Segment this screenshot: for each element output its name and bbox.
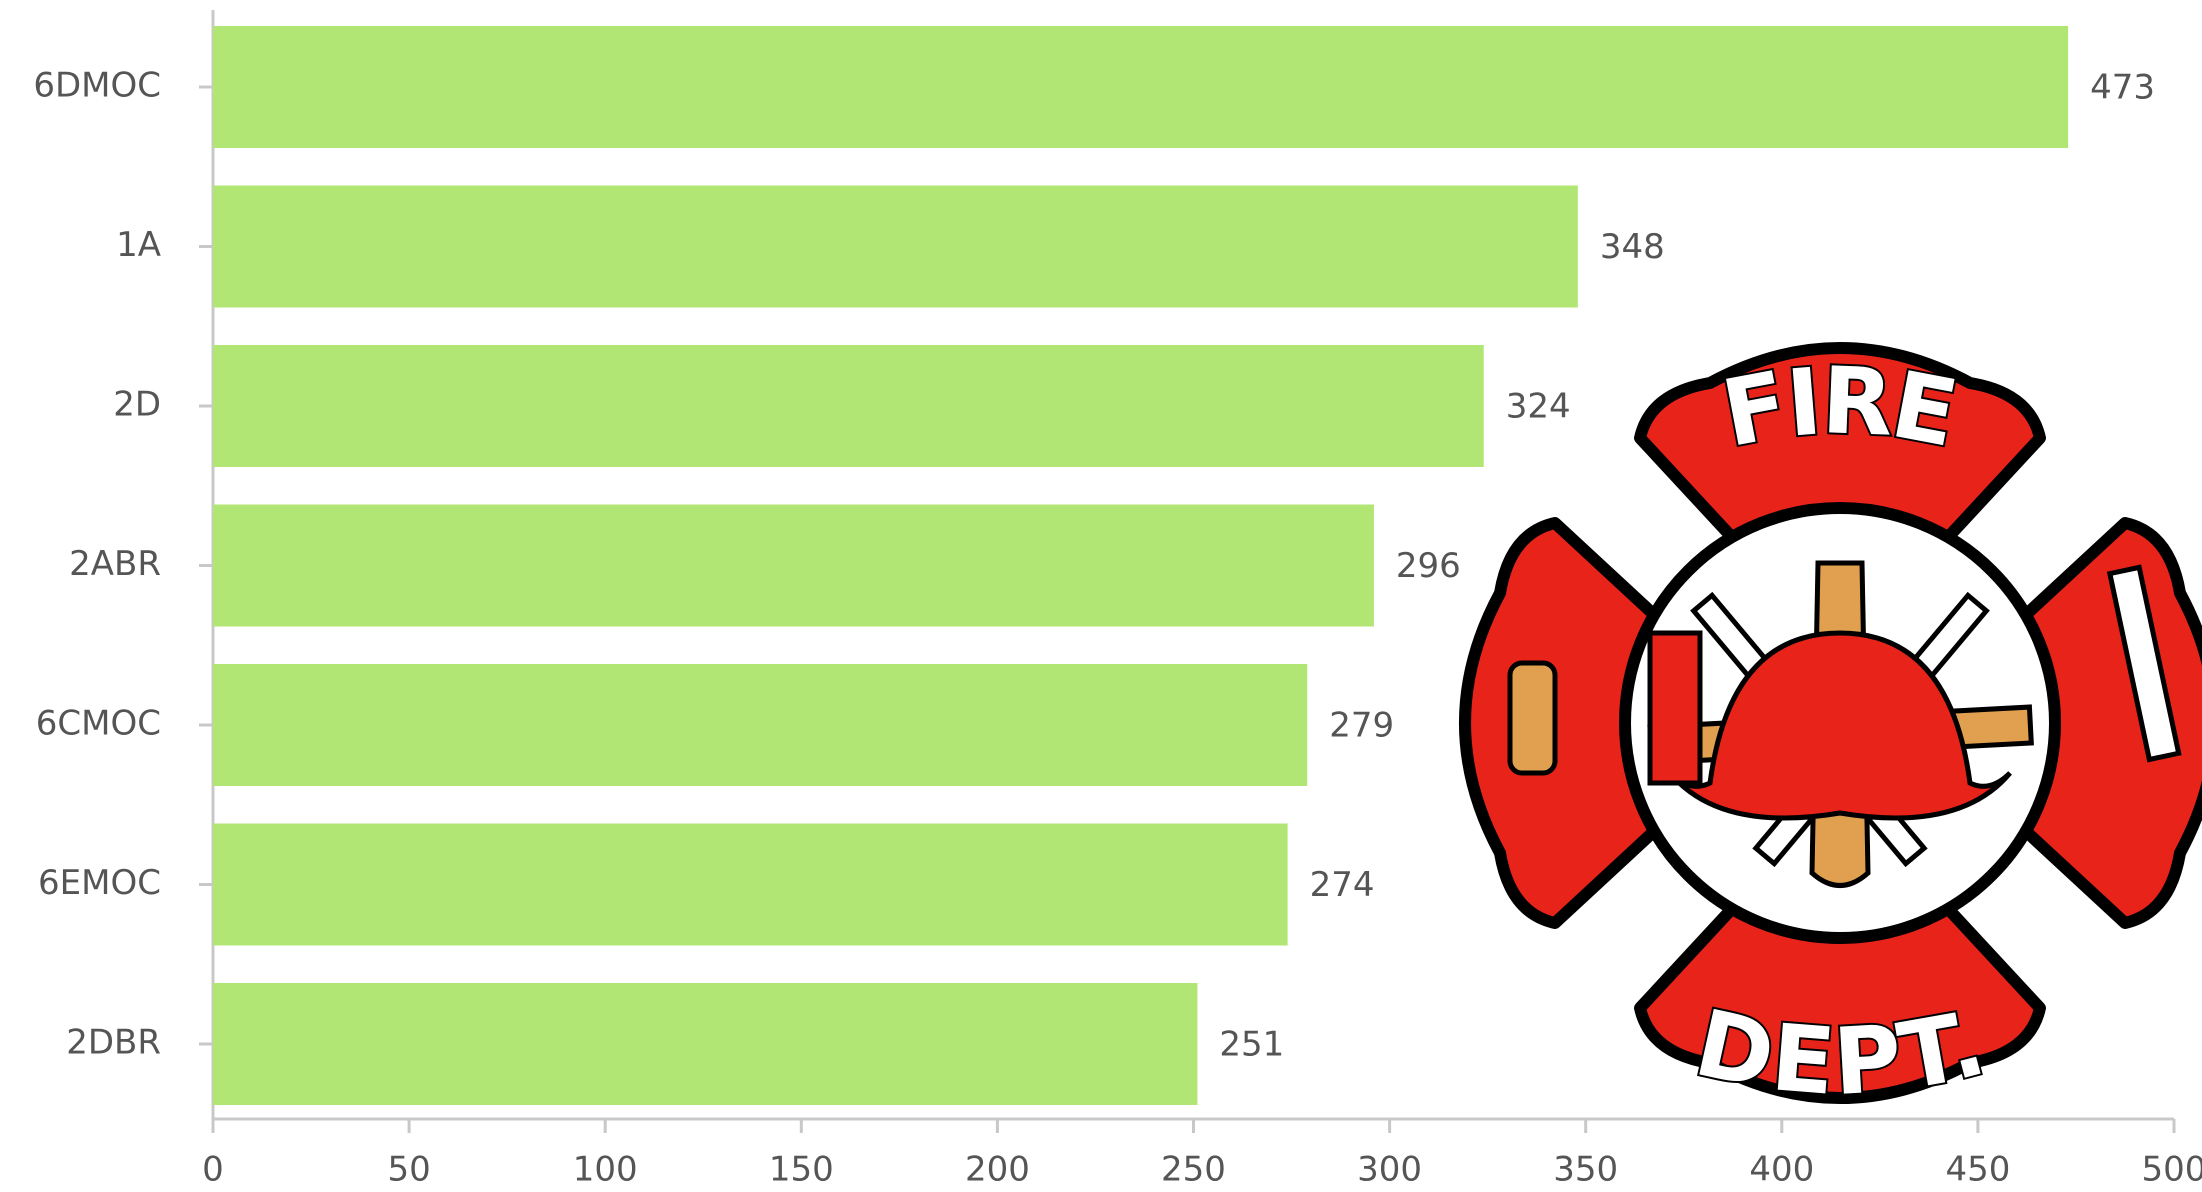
y-tick-label: 6EMOC <box>38 863 161 903</box>
value-label: 324 <box>1506 387 1571 427</box>
x-tick-label: 300 <box>1357 1150 1422 1190</box>
value-label: 279 <box>1329 706 1394 746</box>
bar <box>213 823 1288 946</box>
x-tick-label: 250 <box>1161 1150 1226 1190</box>
x-tick-label: 350 <box>1553 1150 1618 1190</box>
logo-top-text: FIRE <box>1715 347 1966 468</box>
y-tick-label: 2ABR <box>69 544 161 584</box>
bar <box>213 345 1484 467</box>
x-tick-label: 200 <box>965 1150 1030 1190</box>
y-tick-label: 6CMOC <box>36 704 161 744</box>
logo-bottom-text-path: DEPT. <box>1684 987 1997 1118</box>
x-tick-label: 500 <box>2142 1150 2202 1190</box>
value-label: 348 <box>1600 227 1665 267</box>
x-tick-label: 0 <box>202 1150 224 1190</box>
value-label: 274 <box>1310 865 1375 905</box>
logo-top-text-path: FIRE <box>1713 345 1968 470</box>
x-tick-label: 150 <box>769 1150 834 1190</box>
logo-bottom-text: DEPT. <box>1686 989 1995 1116</box>
y-tick-label: 2DBR <box>66 1023 161 1063</box>
value-label: 251 <box>1219 1025 1284 1065</box>
y-tick-label: 6DMOC <box>33 66 161 106</box>
value-label: 296 <box>1396 546 1461 586</box>
bar <box>213 983 1198 1105</box>
value-label: 473 <box>2090 68 2155 108</box>
bar <box>213 664 1308 786</box>
y-tick-label: 1A <box>116 225 161 265</box>
x-tick-label: 50 <box>387 1150 430 1190</box>
y-tick-label: 2D <box>113 385 161 425</box>
x-tick-label: 400 <box>1749 1150 1814 1190</box>
bar <box>213 26 2069 148</box>
x-tick-label: 100 <box>573 1150 638 1190</box>
bar <box>213 185 1578 308</box>
fire-dept-logo: FIRE DEPT. <box>1465 347 2202 1118</box>
bar <box>213 504 1374 627</box>
x-tick-label: 450 <box>1945 1150 2010 1190</box>
